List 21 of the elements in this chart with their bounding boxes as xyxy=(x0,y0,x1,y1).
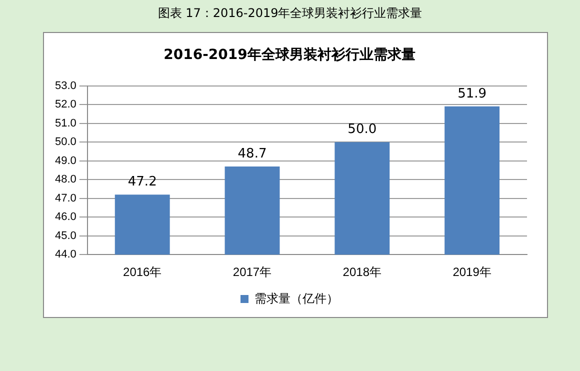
x-tick-label: 2016年 xyxy=(123,265,162,280)
y-tick-label: 51.0 xyxy=(54,117,76,130)
y-tick-label: 44.0 xyxy=(54,248,76,261)
x-tick-label: 2019年 xyxy=(452,265,492,280)
chart-subtitle: 2016-2019年全球男装衬衫行业需求量 xyxy=(164,47,416,64)
data-label: 47.2 xyxy=(128,174,157,190)
data-label: 51.9 xyxy=(458,86,487,102)
x-tick-label: 2017年 xyxy=(232,265,272,280)
y-tick-label: 45.0 xyxy=(54,230,76,242)
data-label: 50.0 xyxy=(348,122,377,137)
y-tick-label: 52.0 xyxy=(54,98,76,111)
y-tick-label: 47.0 xyxy=(54,192,76,204)
y-tick-label: 49.0 xyxy=(54,154,76,167)
y-tick-label: 53.0 xyxy=(54,80,76,92)
y-tick-label: 50.0 xyxy=(54,136,76,148)
legend-label: 需求量（亿件） xyxy=(254,291,338,306)
y-tick-label: 48.0 xyxy=(54,174,76,186)
x-tick-label: 2018年 xyxy=(342,265,382,280)
chart-title: 图表 17：2016-2019年全球男装衬衫行业需求量 xyxy=(156,5,424,22)
data-label: 48.7 xyxy=(238,146,267,162)
y-tick-label: 46.0 xyxy=(54,211,76,224)
